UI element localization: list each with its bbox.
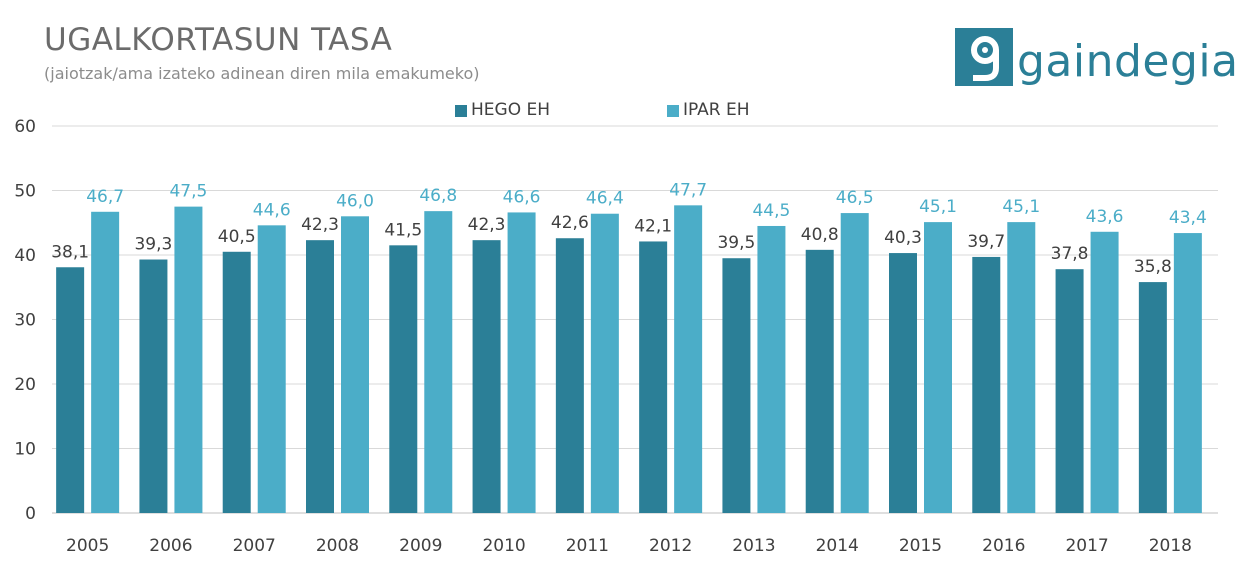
x-tick-label: 2006	[149, 536, 192, 556]
bar-ipar	[1007, 222, 1036, 514]
bar-hego	[56, 267, 85, 513]
data-label-ipar: 47,7	[669, 180, 707, 200]
bar-ipar	[1173, 233, 1202, 513]
data-label-ipar: 46,4	[586, 189, 624, 209]
data-label-hego: 40,3	[884, 228, 922, 248]
x-tick-label: 2012	[649, 536, 692, 556]
data-label-hego: 42,3	[468, 215, 506, 235]
legend-swatch-hego	[455, 105, 467, 117]
legend-label-ipar: IPAR EH	[683, 100, 750, 120]
data-label-ipar: 43,6	[1086, 207, 1124, 227]
data-label-hego: 42,1	[634, 216, 672, 236]
y-tick-label: 0	[25, 504, 36, 524]
bar-hego	[472, 240, 501, 514]
x-tick-label: 2016	[982, 536, 1025, 556]
data-label-hego: 40,8	[801, 225, 839, 245]
bar-hego	[222, 251, 251, 513]
legend-swatch-ipar	[667, 105, 679, 117]
bar-hego	[722, 258, 751, 513]
legend-label-hego: HEGO EH	[471, 100, 551, 120]
bar-hego	[889, 253, 917, 513]
data-label-hego: 37,8	[1051, 244, 1089, 264]
bar-hego	[306, 240, 334, 514]
chart-subtitle: (jaiotzak/ama izateko adinean diren mila…	[44, 64, 480, 83]
data-label-hego: 38,1	[51, 242, 89, 262]
bar-ipar	[590, 213, 619, 513]
y-tick-label: 60	[14, 117, 36, 137]
bar-hego	[139, 259, 168, 513]
y-tick-label: 30	[14, 311, 36, 331]
bar-ipar	[91, 211, 120, 513]
y-tick-label: 10	[14, 440, 36, 460]
x-tick-label: 2014	[816, 536, 859, 556]
data-label-ipar: 44,6	[253, 200, 291, 220]
data-label-ipar: 45,1	[1002, 197, 1040, 217]
logo-wordmark: gaindegia	[1017, 36, 1239, 87]
bar-ipar	[507, 212, 536, 513]
bar-ipar	[840, 213, 869, 513]
bar-ipar	[341, 216, 369, 514]
data-label-hego: 39,5	[717, 233, 755, 253]
data-label-ipar: 46,6	[503, 187, 541, 207]
data-label-ipar: 46,0	[336, 191, 374, 211]
x-tick-label: 2009	[399, 536, 442, 556]
bar-hego	[555, 238, 584, 514]
bar-hego	[389, 245, 418, 513]
data-label-hego: 41,5	[384, 220, 422, 240]
bar-ipar	[674, 205, 703, 513]
gaindegia-logo: gaindegia	[955, 28, 1238, 94]
x-tick-label: 2011	[566, 536, 609, 556]
bar-hego	[972, 256, 1001, 513]
data-label-hego: 40,5	[218, 227, 256, 247]
bar-ipar	[424, 211, 453, 513]
x-tick-label: 2005	[66, 536, 109, 556]
bar-ipar	[757, 225, 786, 513]
x-tick-label: 2010	[482, 536, 525, 556]
y-tick-label: 50	[14, 182, 36, 202]
data-label-ipar: 46,5	[836, 188, 874, 208]
logo-box-icon	[955, 28, 1013, 86]
x-tick-label: 2008	[316, 536, 359, 556]
bar-hego	[639, 241, 668, 513]
y-tick-label: 40	[14, 246, 36, 266]
x-tick-label: 2013	[732, 536, 775, 556]
data-label-hego: 42,6	[551, 213, 589, 233]
data-label-ipar: 44,5	[752, 201, 790, 221]
data-label-hego: 42,3	[301, 215, 339, 235]
bar-hego	[805, 249, 834, 513]
y-tick-label: 20	[14, 375, 36, 395]
data-label-hego: 35,8	[1134, 257, 1172, 277]
data-label-ipar: 47,5	[169, 182, 207, 202]
bar-hego	[1138, 282, 1167, 513]
bar-ipar	[924, 222, 952, 514]
data-label-ipar: 46,7	[86, 187, 124, 207]
bar-hego	[1055, 269, 1084, 513]
data-label-ipar: 45,1	[919, 197, 957, 217]
bar-ipar	[257, 225, 286, 513]
chart-title: UGALKORTASUN TASA	[44, 22, 393, 58]
x-tick-label: 2017	[1065, 536, 1108, 556]
bar-ipar	[174, 206, 203, 513]
data-label-hego: 39,3	[134, 235, 172, 255]
bar-ipar	[1090, 231, 1119, 513]
x-tick-label: 2018	[1149, 536, 1192, 556]
data-label-ipar: 46,8	[419, 186, 457, 206]
data-label-hego: 39,7	[967, 232, 1005, 252]
x-tick-label: 2007	[233, 536, 276, 556]
x-tick-label: 2015	[899, 536, 942, 556]
data-label-ipar: 43,4	[1169, 208, 1207, 228]
